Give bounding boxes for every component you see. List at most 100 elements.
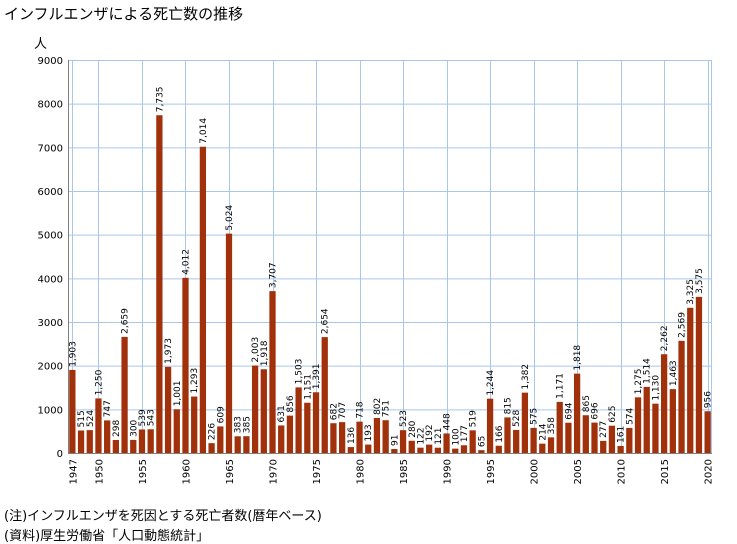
bar: [286, 415, 294, 453]
data-label: 277: [599, 421, 609, 438]
data-label: 121: [434, 428, 444, 445]
data-label: 802: [373, 398, 383, 415]
data-label: 161: [617, 426, 627, 443]
bar: [452, 448, 459, 453]
data-label: 1,973: [164, 338, 174, 364]
bar: [617, 445, 624, 453]
bar: [95, 398, 102, 453]
bar: [191, 396, 198, 453]
data-label: 523: [399, 410, 409, 427]
data-label: 7,735: [155, 86, 165, 112]
x-tick-label: 2005: [573, 459, 584, 484]
bar: [495, 445, 502, 453]
bar: [687, 307, 694, 453]
x-tick-label: 1975: [312, 459, 323, 484]
bar: [426, 444, 433, 453]
x-tick-label: 1947: [68, 459, 79, 484]
bar: [391, 449, 398, 453]
data-label: 1,463: [669, 360, 679, 386]
bar: [513, 429, 520, 453]
data-label: 7,014: [199, 118, 209, 144]
bar: [234, 436, 241, 453]
bar: [399, 430, 407, 453]
x-tick-label: 2015: [660, 459, 671, 484]
data-label: 515: [77, 410, 87, 427]
bar: [460, 445, 468, 453]
data-label: 1,171: [556, 373, 566, 399]
data-label: 136: [347, 427, 357, 444]
data-label: 1,391: [312, 363, 322, 389]
bar: [573, 373, 581, 453]
x-tick-label: 1955: [138, 459, 149, 484]
y-tick-label: 1000: [38, 405, 63, 416]
data-label: 3,325: [686, 279, 696, 305]
bar: [225, 233, 233, 453]
bar: [269, 291, 276, 453]
bar: [669, 389, 676, 453]
bar: [539, 443, 546, 453]
x-tick-label: 1990: [443, 459, 454, 484]
bar: [600, 440, 607, 453]
bar: [138, 429, 146, 453]
data-label: 1,130: [651, 375, 661, 401]
bar: [478, 450, 485, 453]
bar: [164, 366, 172, 453]
bar: [104, 420, 111, 453]
data-label: 574: [625, 407, 635, 424]
data-label: 280: [408, 420, 418, 437]
y-tick-label: 9000: [38, 56, 63, 67]
x-tick-label: 1960: [181, 459, 192, 484]
data-label: 696: [591, 402, 601, 419]
x-tick-label: 2010: [617, 459, 628, 484]
data-label: 815: [503, 397, 513, 414]
data-label: 625: [608, 406, 618, 423]
data-label: 448: [443, 413, 453, 430]
x-tick-label: 1950: [94, 459, 105, 484]
x-tick-label: 2000: [530, 459, 541, 484]
footnote-note: (注)インフルエンザを死因とする死亡者数(暦年ベース): [4, 509, 322, 524]
data-label: 65: [477, 436, 487, 447]
bar: [704, 411, 711, 453]
footnote-source: (資料)厚生労働省「人口動態統計」: [4, 529, 210, 544]
data-label: 718: [356, 401, 366, 418]
bar: [547, 437, 555, 453]
data-label: 2,654: [321, 308, 331, 334]
bar: [356, 421, 363, 453]
bar: [208, 443, 215, 453]
data-label: 865: [582, 395, 592, 412]
bar: [695, 296, 703, 453]
data-label: 3,575: [695, 268, 705, 294]
data-label: 2,659: [121, 308, 131, 334]
y-tick-label: 6000: [38, 187, 63, 198]
bar: [112, 439, 119, 453]
data-label: 214: [538, 423, 548, 440]
data-label: 91: [390, 435, 400, 446]
x-tick-label: 1965: [225, 459, 236, 484]
bar: [321, 337, 328, 453]
bar: [77, 430, 85, 453]
bar: [339, 422, 346, 453]
y-tick-label: 2000: [38, 362, 63, 373]
data-label: 694: [564, 402, 574, 419]
bar: [260, 369, 267, 453]
bar: [417, 447, 424, 453]
bar: [365, 444, 372, 453]
bar: [251, 365, 259, 453]
data-label: 747: [103, 400, 113, 417]
x-tick-label: 2020: [704, 459, 715, 484]
x-tick-label: 1980: [356, 459, 367, 484]
y-axis-unit: 人: [34, 37, 48, 52]
bar: [504, 417, 511, 453]
bar: [199, 146, 207, 454]
data-label: 2,569: [678, 312, 688, 338]
data-label: 524: [86, 410, 96, 427]
bar: [486, 398, 494, 453]
bar: [565, 422, 572, 453]
bar: [582, 415, 589, 453]
data-label: 1,503: [295, 359, 305, 385]
bar: [121, 336, 128, 453]
bar: [156, 115, 163, 453]
data-label: 1,918: [260, 340, 270, 366]
data-label: 543: [147, 409, 157, 426]
